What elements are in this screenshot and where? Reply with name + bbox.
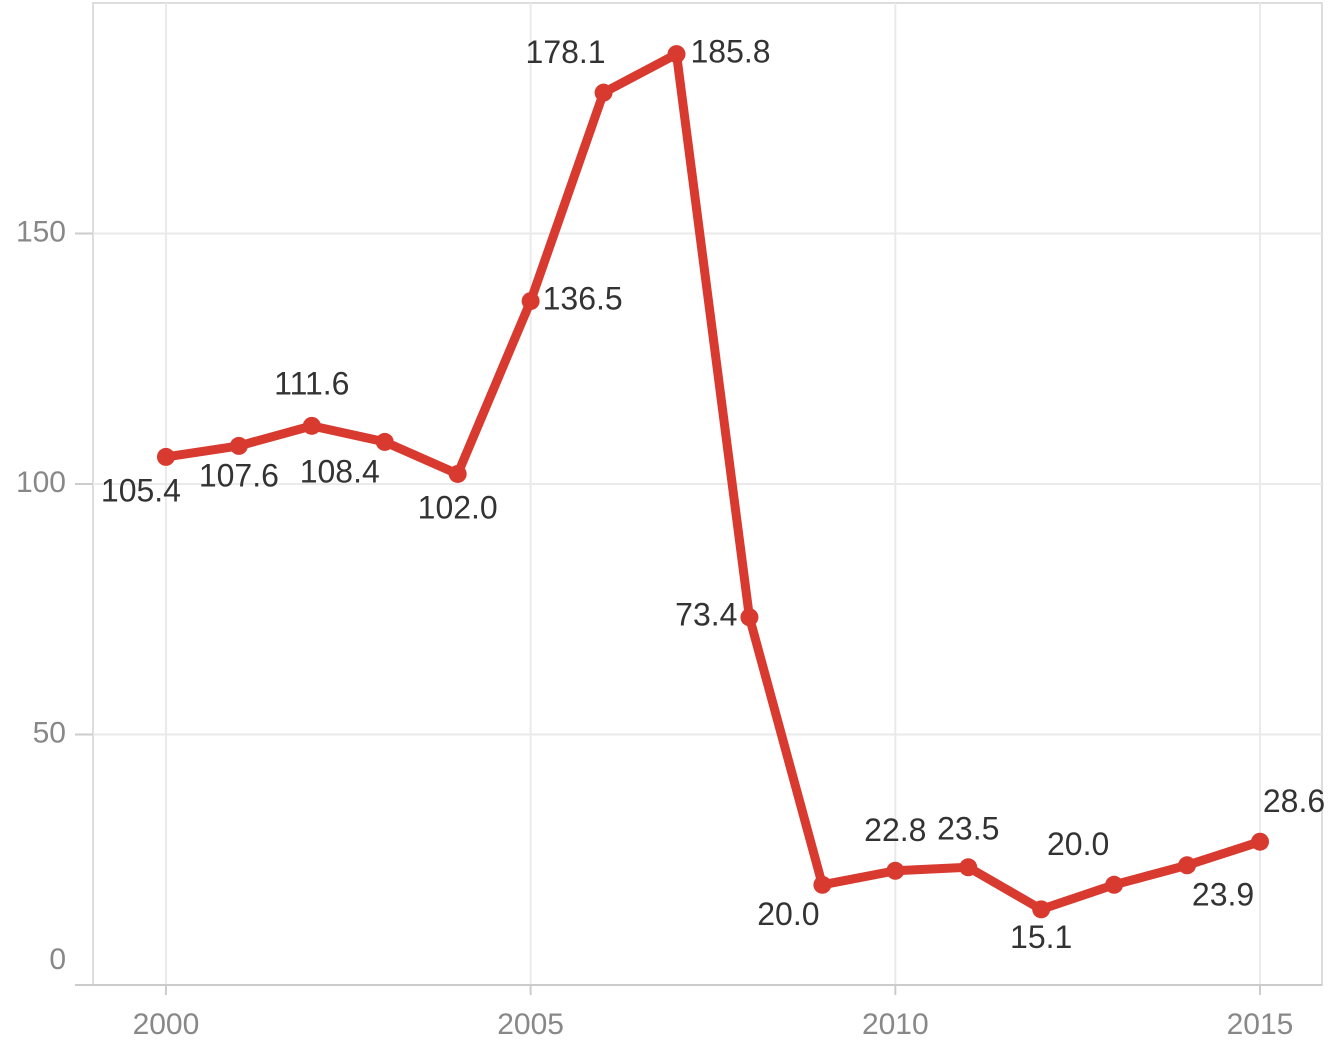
value-label: 22.8 — [864, 812, 926, 848]
value-label: 23.9 — [1192, 877, 1254, 913]
point — [886, 861, 905, 880]
point — [302, 416, 321, 435]
point — [1251, 832, 1270, 851]
value-label: 185.8 — [691, 34, 771, 70]
point — [1032, 900, 1051, 919]
value-label: 73.4 — [675, 597, 737, 633]
point — [229, 436, 248, 455]
x-tick-label: 2010 — [862, 1008, 929, 1041]
value-label: 20.0 — [1047, 826, 1109, 862]
value-label: 111.6 — [274, 365, 349, 401]
line — [165, 49, 1262, 914]
point — [813, 875, 832, 894]
point — [448, 464, 467, 483]
point — [594, 83, 613, 102]
value-label: 107.6 — [199, 457, 279, 493]
point — [667, 45, 686, 64]
plot-frame — [92, 2, 1323, 986]
x-tick-label: 2015 — [1227, 1008, 1294, 1041]
value-label: 15.1 — [1010, 919, 1072, 955]
point — [740, 608, 759, 627]
value-label: 108.4 — [300, 453, 380, 489]
point — [521, 292, 540, 311]
value-label: 102.0 — [418, 489, 498, 525]
point — [959, 858, 978, 877]
value-label: 20.0 — [757, 896, 819, 932]
value-label: 23.5 — [937, 811, 999, 847]
y-tick-label: 0 — [49, 943, 66, 976]
x-tick-label: 2005 — [497, 1008, 564, 1041]
y-tick-label: 50 — [33, 716, 66, 749]
value-label: 178.1 — [526, 34, 606, 70]
y-tick-label: 100 — [16, 466, 66, 499]
point — [156, 447, 175, 466]
value-label: 136.5 — [543, 281, 623, 317]
point — [375, 432, 394, 451]
value-label: 28.6 — [1263, 783, 1325, 819]
x-tick-label: 2000 — [133, 1008, 200, 1041]
point — [1178, 856, 1197, 875]
y-tick-label: 150 — [16, 215, 66, 248]
value-label: 105.4 — [101, 472, 181, 508]
point — [1105, 875, 1124, 894]
